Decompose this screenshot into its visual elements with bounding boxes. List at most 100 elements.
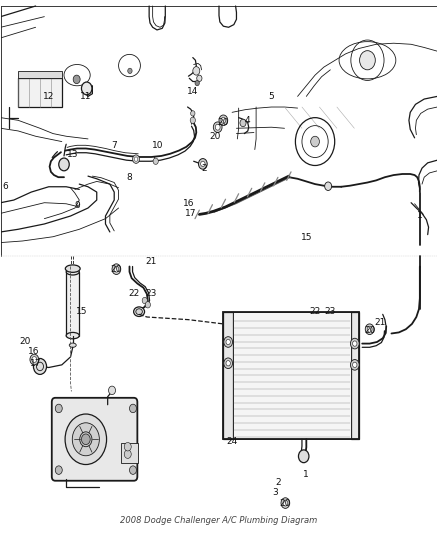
Circle shape: [226, 361, 230, 366]
Circle shape: [193, 67, 200, 75]
Circle shape: [213, 122, 222, 133]
Ellipse shape: [136, 309, 142, 314]
Text: 8: 8: [127, 173, 132, 182]
Circle shape: [59, 158, 69, 171]
Text: 7: 7: [111, 141, 117, 150]
Circle shape: [33, 359, 46, 374]
Text: 1: 1: [417, 212, 423, 221]
Text: 24: 24: [226, 438, 238, 447]
Circle shape: [195, 80, 199, 86]
Bar: [351, 312, 359, 439]
Bar: [223, 312, 359, 439]
Circle shape: [281, 498, 290, 508]
Ellipse shape: [65, 414, 106, 465]
Text: 11: 11: [80, 92, 92, 101]
Circle shape: [128, 68, 132, 74]
Circle shape: [365, 324, 374, 335]
Circle shape: [114, 266, 119, 272]
Circle shape: [145, 302, 150, 308]
Text: 23: 23: [325, 307, 336, 316]
Circle shape: [32, 357, 37, 362]
Circle shape: [130, 466, 137, 474]
Bar: [18, 71, 62, 78]
Circle shape: [360, 51, 375, 70]
Text: 22: 22: [309, 307, 321, 316]
Circle shape: [81, 434, 90, 445]
Circle shape: [73, 75, 80, 84]
Text: 20: 20: [364, 326, 375, 335]
Ellipse shape: [134, 307, 145, 317]
Ellipse shape: [69, 343, 76, 348]
Text: 16: 16: [183, 199, 194, 208]
Circle shape: [221, 117, 226, 123]
Circle shape: [311, 136, 319, 147]
Circle shape: [219, 115, 228, 126]
Ellipse shape: [66, 269, 79, 275]
Text: 20: 20: [209, 132, 220, 141]
Ellipse shape: [66, 333, 79, 339]
Text: 2008 Dodge Challenger A/C Plumbing Diagram: 2008 Dodge Challenger A/C Plumbing Diagr…: [120, 516, 318, 525]
Ellipse shape: [80, 432, 92, 447]
Ellipse shape: [72, 423, 99, 456]
Circle shape: [130, 404, 137, 413]
Text: 14: 14: [187, 86, 198, 95]
Circle shape: [134, 157, 138, 161]
Bar: [66, 272, 79, 336]
Circle shape: [350, 360, 359, 370]
Circle shape: [112, 264, 121, 274]
Text: 15: 15: [300, 233, 312, 242]
Circle shape: [325, 182, 332, 190]
Circle shape: [55, 466, 62, 474]
Text: 12: 12: [43, 92, 54, 101]
Text: 10: 10: [152, 141, 164, 150]
Circle shape: [109, 386, 116, 394]
Text: 2: 2: [201, 164, 207, 173]
Text: 4: 4: [244, 116, 250, 125]
Text: 13: 13: [67, 150, 78, 159]
Text: 20: 20: [218, 118, 229, 127]
Circle shape: [153, 158, 158, 165]
Text: 9: 9: [74, 201, 80, 210]
Circle shape: [353, 341, 357, 346]
Circle shape: [191, 111, 195, 116]
Circle shape: [367, 326, 372, 332]
Text: 17: 17: [185, 209, 196, 218]
Circle shape: [350, 338, 359, 349]
Circle shape: [55, 404, 62, 413]
Ellipse shape: [65, 265, 80, 272]
Circle shape: [197, 75, 202, 82]
Circle shape: [30, 354, 39, 365]
Circle shape: [283, 500, 288, 506]
Text: 21: 21: [146, 257, 157, 265]
Circle shape: [240, 119, 246, 127]
Circle shape: [215, 124, 220, 130]
Circle shape: [142, 297, 148, 304]
Circle shape: [298, 450, 309, 463]
Circle shape: [124, 442, 131, 451]
Text: 17: 17: [30, 359, 41, 368]
Circle shape: [224, 358, 233, 368]
Circle shape: [224, 337, 233, 348]
Text: 2: 2: [275, 478, 281, 487]
Circle shape: [81, 82, 92, 95]
Text: 21: 21: [375, 318, 386, 327]
Text: 22: 22: [128, 288, 139, 297]
Circle shape: [198, 159, 207, 169]
Circle shape: [133, 155, 140, 164]
Bar: [18, 78, 62, 107]
Text: 3: 3: [272, 488, 278, 497]
FancyBboxPatch shape: [52, 398, 138, 481]
Text: 16: 16: [28, 347, 39, 356]
Text: 15: 15: [76, 307, 87, 316]
Text: 20: 20: [280, 498, 291, 507]
Circle shape: [353, 362, 357, 368]
Circle shape: [124, 450, 131, 458]
Text: 1: 1: [304, 471, 309, 479]
Bar: [121, 443, 138, 463]
Bar: [233, 312, 351, 439]
Text: 5: 5: [268, 92, 274, 101]
Text: 23: 23: [146, 288, 157, 297]
Circle shape: [226, 340, 230, 345]
Text: 6: 6: [2, 182, 8, 191]
Circle shape: [190, 117, 195, 124]
